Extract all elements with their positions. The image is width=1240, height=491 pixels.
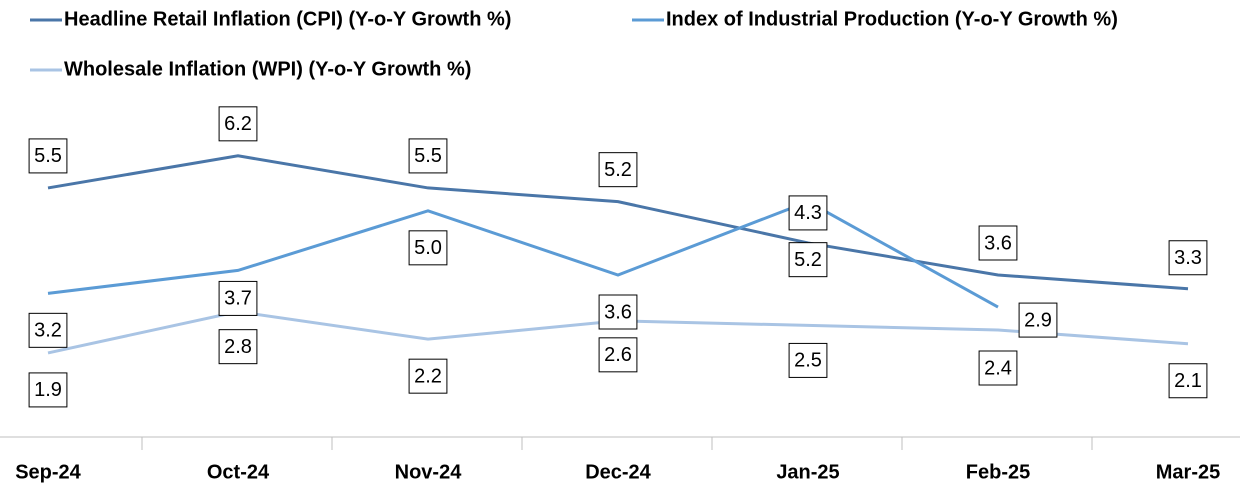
legend-label: Headline Retail Inflation (CPI) (Y-o-Y G…	[64, 8, 511, 30]
x-tick-label: Mar-25	[1156, 461, 1220, 483]
label-box	[28, 312, 68, 348]
x-tick-label: Nov-24	[395, 461, 463, 483]
label-box	[788, 242, 828, 278]
data-label: 5.2	[794, 249, 822, 271]
data-label: 3.7	[224, 288, 252, 310]
data-label: 2.4	[984, 357, 1012, 379]
label-box	[978, 225, 1018, 261]
label-box	[218, 280, 258, 316]
data-label: 3.6	[604, 301, 632, 323]
data-label: 3.2	[34, 320, 62, 342]
label-box	[28, 138, 68, 174]
label-box	[408, 230, 448, 266]
data-label: 2.5	[794, 350, 822, 372]
label-box	[1168, 240, 1208, 276]
x-tick-label: Feb-25	[966, 461, 1030, 483]
data-label: 5.5	[414, 145, 442, 167]
label-box	[28, 372, 68, 408]
data-label: 2.9	[1024, 309, 1052, 331]
label-box	[978, 350, 1018, 386]
x-tick-label: Oct-24	[207, 461, 270, 483]
label-box	[408, 138, 448, 174]
data-label: 3.6	[984, 232, 1012, 254]
legend-label: Wholesale Inflation (WPI) (Y-o-Y Growth …	[64, 58, 471, 80]
data-label: 5.2	[604, 159, 632, 181]
label-box	[598, 294, 638, 330]
data-label: 2.8	[224, 336, 252, 358]
series-line	[47, 154, 1189, 291]
label-box	[1018, 302, 1058, 338]
label-box	[1168, 363, 1208, 399]
x-tick-label: Sep-24	[15, 461, 81, 483]
label-box	[788, 342, 828, 378]
data-label: 2.6	[604, 344, 632, 366]
label-box	[218, 329, 258, 365]
x-tick-label: Dec-24	[585, 461, 651, 483]
data-label: 1.9	[34, 379, 62, 401]
data-label: 6.2	[224, 113, 252, 135]
series-line	[47, 200, 999, 309]
data-label: 5.0	[414, 237, 442, 259]
legend-label: Index of Industrial Production (Y-o-Y Gr…	[666, 8, 1118, 30]
data-label: 5.5	[34, 145, 62, 167]
x-tick-label: Jan-25	[776, 461, 839, 483]
data-label: 2.1	[1174, 370, 1202, 392]
label-box	[788, 195, 828, 231]
label-box	[598, 152, 638, 188]
label-box	[598, 337, 638, 373]
data-label: 3.3	[1174, 247, 1202, 269]
data-label: 4.3	[794, 202, 822, 224]
label-box	[218, 106, 258, 142]
label-box	[408, 358, 448, 394]
data-label: 2.2	[414, 365, 442, 387]
